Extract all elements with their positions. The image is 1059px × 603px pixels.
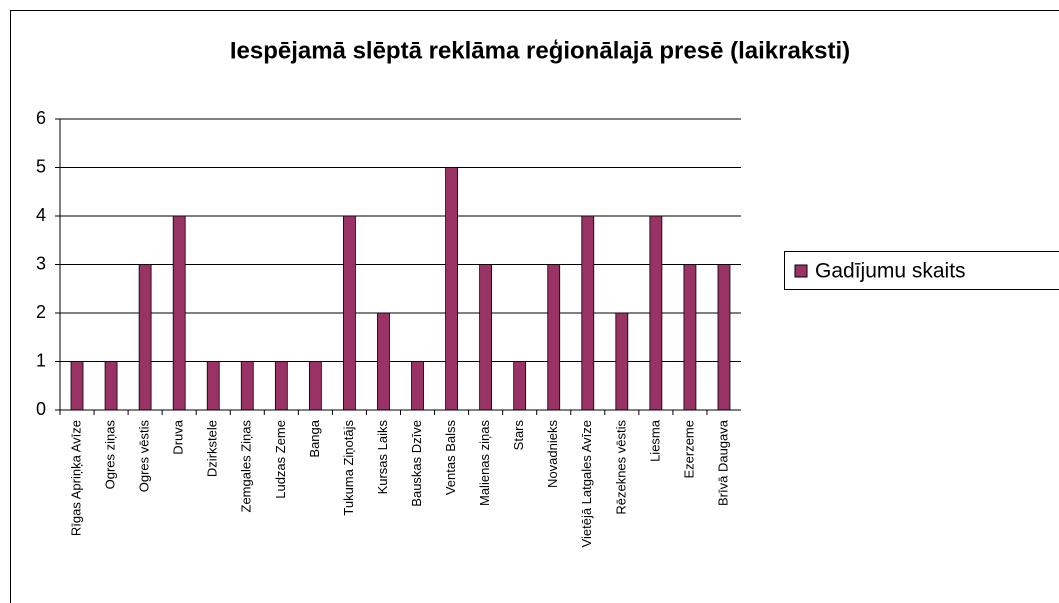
bar [683, 264, 697, 411]
bar [479, 264, 493, 411]
bar [274, 361, 288, 411]
y-tick-label: 4 [36, 205, 46, 225]
x-tick-label: Rīgas Apriņķa Avīze [68, 420, 83, 536]
bar [138, 264, 152, 411]
y-tick-label: 6 [36, 108, 46, 128]
bar [104, 361, 118, 411]
y-tick-label: 2 [36, 302, 46, 322]
x-tick-label: Stars [511, 420, 526, 451]
x-tick-label: Kursas Laiks [375, 420, 390, 495]
y-tick-label: 0 [36, 399, 46, 419]
bar [445, 167, 458, 411]
bar [240, 361, 254, 411]
chart-title: Iespējamā slēptā reklāma reģionālajā pre… [230, 37, 850, 64]
y-tick-label: 1 [36, 350, 46, 370]
bar [581, 215, 595, 411]
x-tick-label: Druva [171, 419, 186, 454]
x-tick-label: Ogres vēstis [137, 420, 152, 493]
legend-swatch [794, 264, 808, 278]
x-tick-label: Ogres ziņas [103, 420, 118, 490]
x-tick-label: Zemgales Ziņas [239, 420, 254, 513]
y-tick-label: 5 [36, 156, 46, 176]
chart-frame [10, 10, 1059, 603]
bar [172, 215, 186, 411]
bar [615, 312, 629, 411]
x-tick-label: Bauskas Dzīve [409, 420, 424, 507]
x-tick-label: Ventas Balss [443, 420, 458, 496]
bar [513, 361, 527, 411]
bar [649, 215, 663, 411]
x-tick-label: Dzirkstele [205, 420, 220, 477]
x-tick-label: Novadnieks [545, 420, 560, 488]
bar [70, 361, 84, 411]
x-tick-label: Tukuma Ziņotājs [341, 420, 356, 516]
bar [377, 312, 390, 411]
y-tick-label: 3 [36, 253, 46, 273]
bar [308, 361, 322, 411]
x-tick-label: Liesma [647, 419, 662, 462]
x-tick-label: Vietējā Latgales Avīze [579, 420, 594, 547]
x-tick-label: Ludzas Zeme [273, 420, 288, 499]
bar [343, 215, 356, 411]
legend-label: Gadījumu skaits [815, 260, 966, 283]
x-tick-label: Malienas ziņas [477, 420, 492, 506]
bar [206, 361, 220, 411]
x-tick-label: Brīvā Daugava [715, 419, 730, 506]
x-tick-label: Rēzeknes vēstis [613, 420, 628, 515]
x-tick-label: Banga [307, 419, 322, 457]
legend-box [784, 251, 1059, 290]
bar [717, 264, 731, 411]
bar [411, 361, 424, 411]
bar [547, 264, 561, 411]
x-tick-label: Ezerzeme [681, 420, 696, 479]
